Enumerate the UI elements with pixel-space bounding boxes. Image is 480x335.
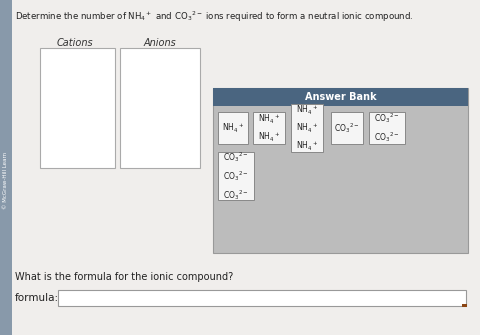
Text: NH$_4$$^+$
NH$_4$$^+$: NH$_4$$^+$ NH$_4$$^+$: [257, 112, 279, 144]
Bar: [40, 48, 115, 168]
Text: CO$_3$$^{2-}$
CO$_3$$^{2-}$
CO$_3$$^{2-}$: CO$_3$$^{2-}$ CO$_3$$^{2-}$ CO$_3$$^{2-}…: [223, 150, 248, 202]
Bar: [252, 112, 285, 144]
Bar: [217, 112, 248, 144]
Text: CO$_3$$^{2-}$: CO$_3$$^{2-}$: [334, 121, 359, 135]
Text: Determine the number of NH$_4$$^+$ and CO$_3$$^{2-}$ ions required to form a neu: Determine the number of NH$_4$$^+$ and C…: [15, 10, 413, 24]
Bar: [217, 152, 253, 200]
Text: CO$_3$$^{2-}$
CO$_3$$^{2-}$: CO$_3$$^{2-}$ CO$_3$$^{2-}$: [373, 112, 399, 144]
Text: NH$_4$$^+$: NH$_4$$^+$: [222, 121, 243, 135]
Bar: [0, 0, 12, 335]
Bar: [368, 112, 404, 144]
Text: Anions: Anions: [144, 38, 176, 48]
Text: © McGraw-Hill Learn: © McGraw-Hill Learn: [3, 151, 9, 209]
Text: What is the formula for the ionic compound?: What is the formula for the ionic compou…: [15, 272, 233, 282]
Bar: [213, 88, 467, 253]
Bar: [290, 104, 323, 152]
Bar: [330, 112, 362, 144]
Bar: [213, 88, 467, 106]
Text: Answer Bank: Answer Bank: [304, 92, 375, 102]
Bar: [58, 290, 465, 306]
Text: formula:: formula:: [15, 293, 59, 303]
Bar: [461, 304, 466, 307]
Bar: [120, 48, 200, 168]
Text: NH$_4$$^+$
NH$_4$$^+$
NH$_4$$^+$: NH$_4$$^+$ NH$_4$$^+$ NH$_4$$^+$: [295, 104, 317, 153]
Text: Cations: Cations: [57, 38, 93, 48]
